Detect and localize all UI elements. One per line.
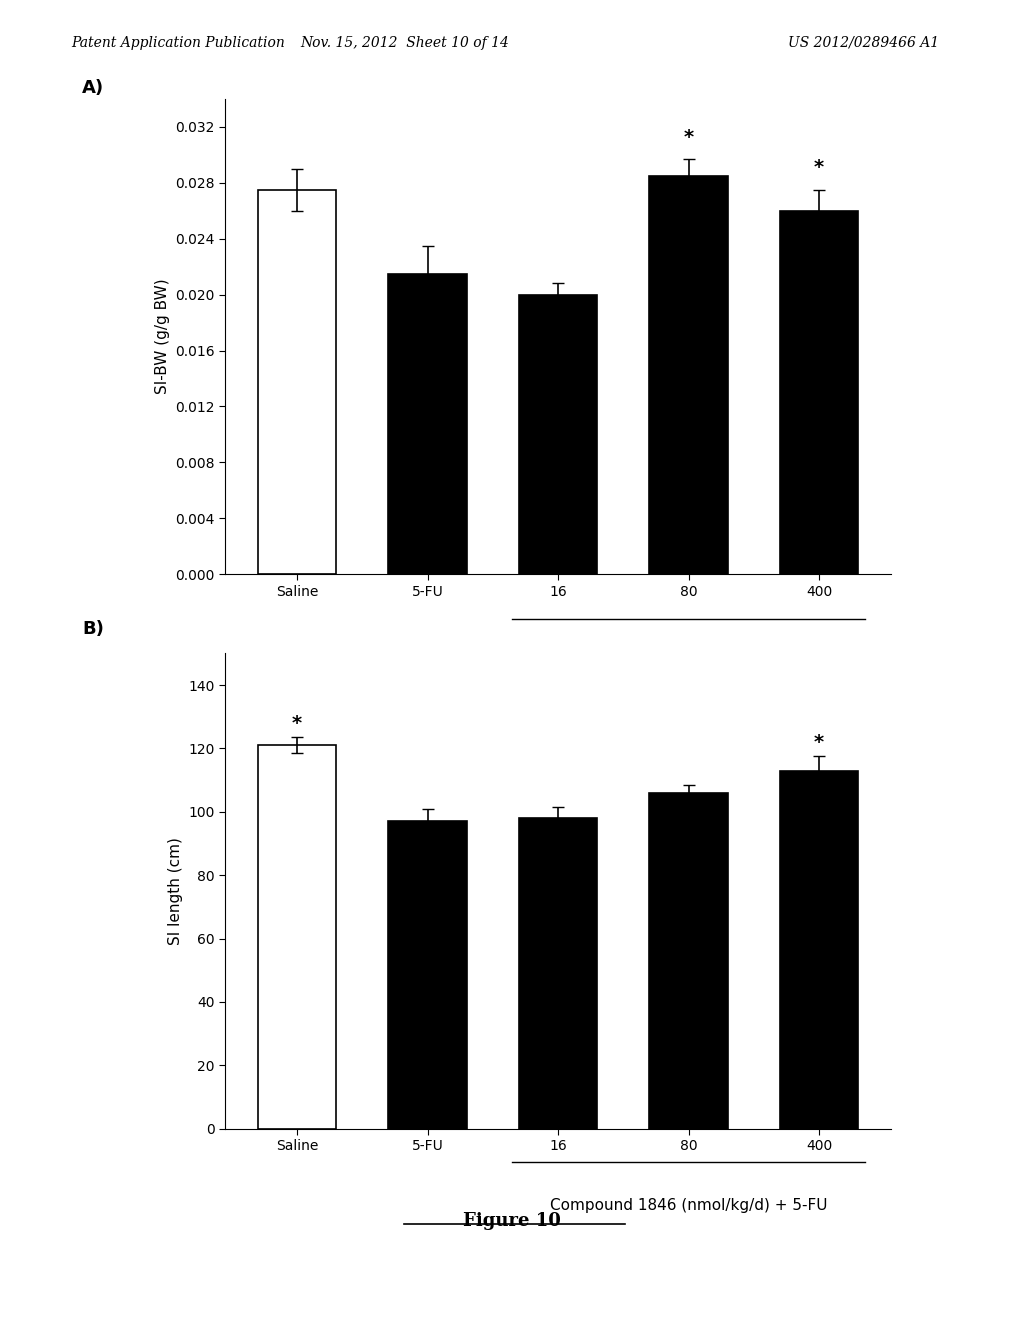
Bar — [519, 818, 597, 1129]
Bar — [780, 211, 858, 574]
Bar — [388, 821, 467, 1129]
Y-axis label: SI length (cm): SI length (cm) — [168, 837, 183, 945]
Text: B): B) — [82, 620, 103, 639]
Text: Patent Application Publication: Patent Application Publication — [72, 36, 286, 50]
Bar — [649, 793, 728, 1129]
Bar — [388, 273, 467, 574]
Text: Figure 10: Figure 10 — [463, 1212, 561, 1230]
Text: *: * — [684, 128, 693, 147]
Bar — [519, 294, 597, 574]
Text: US 2012/0289466 A1: US 2012/0289466 A1 — [788, 36, 940, 50]
Text: *: * — [814, 158, 824, 177]
Text: Nov. 15, 2012  Sheet 10 of 14: Nov. 15, 2012 Sheet 10 of 14 — [300, 36, 509, 50]
Text: Compound 1846 (nmol/kg/d) + 5-FU: Compound 1846 (nmol/kg/d) + 5-FU — [550, 665, 827, 680]
Bar — [780, 771, 858, 1129]
Text: *: * — [292, 714, 302, 733]
Text: *: * — [814, 733, 824, 751]
Bar — [649, 176, 728, 574]
Text: Compound 1846 (nmol/kg/d) + 5-FU: Compound 1846 (nmol/kg/d) + 5-FU — [550, 1199, 827, 1213]
Bar — [258, 190, 336, 574]
Y-axis label: SI-BW (g/g BW): SI-BW (g/g BW) — [155, 279, 170, 395]
Bar — [258, 746, 336, 1129]
Text: A): A) — [82, 79, 104, 98]
